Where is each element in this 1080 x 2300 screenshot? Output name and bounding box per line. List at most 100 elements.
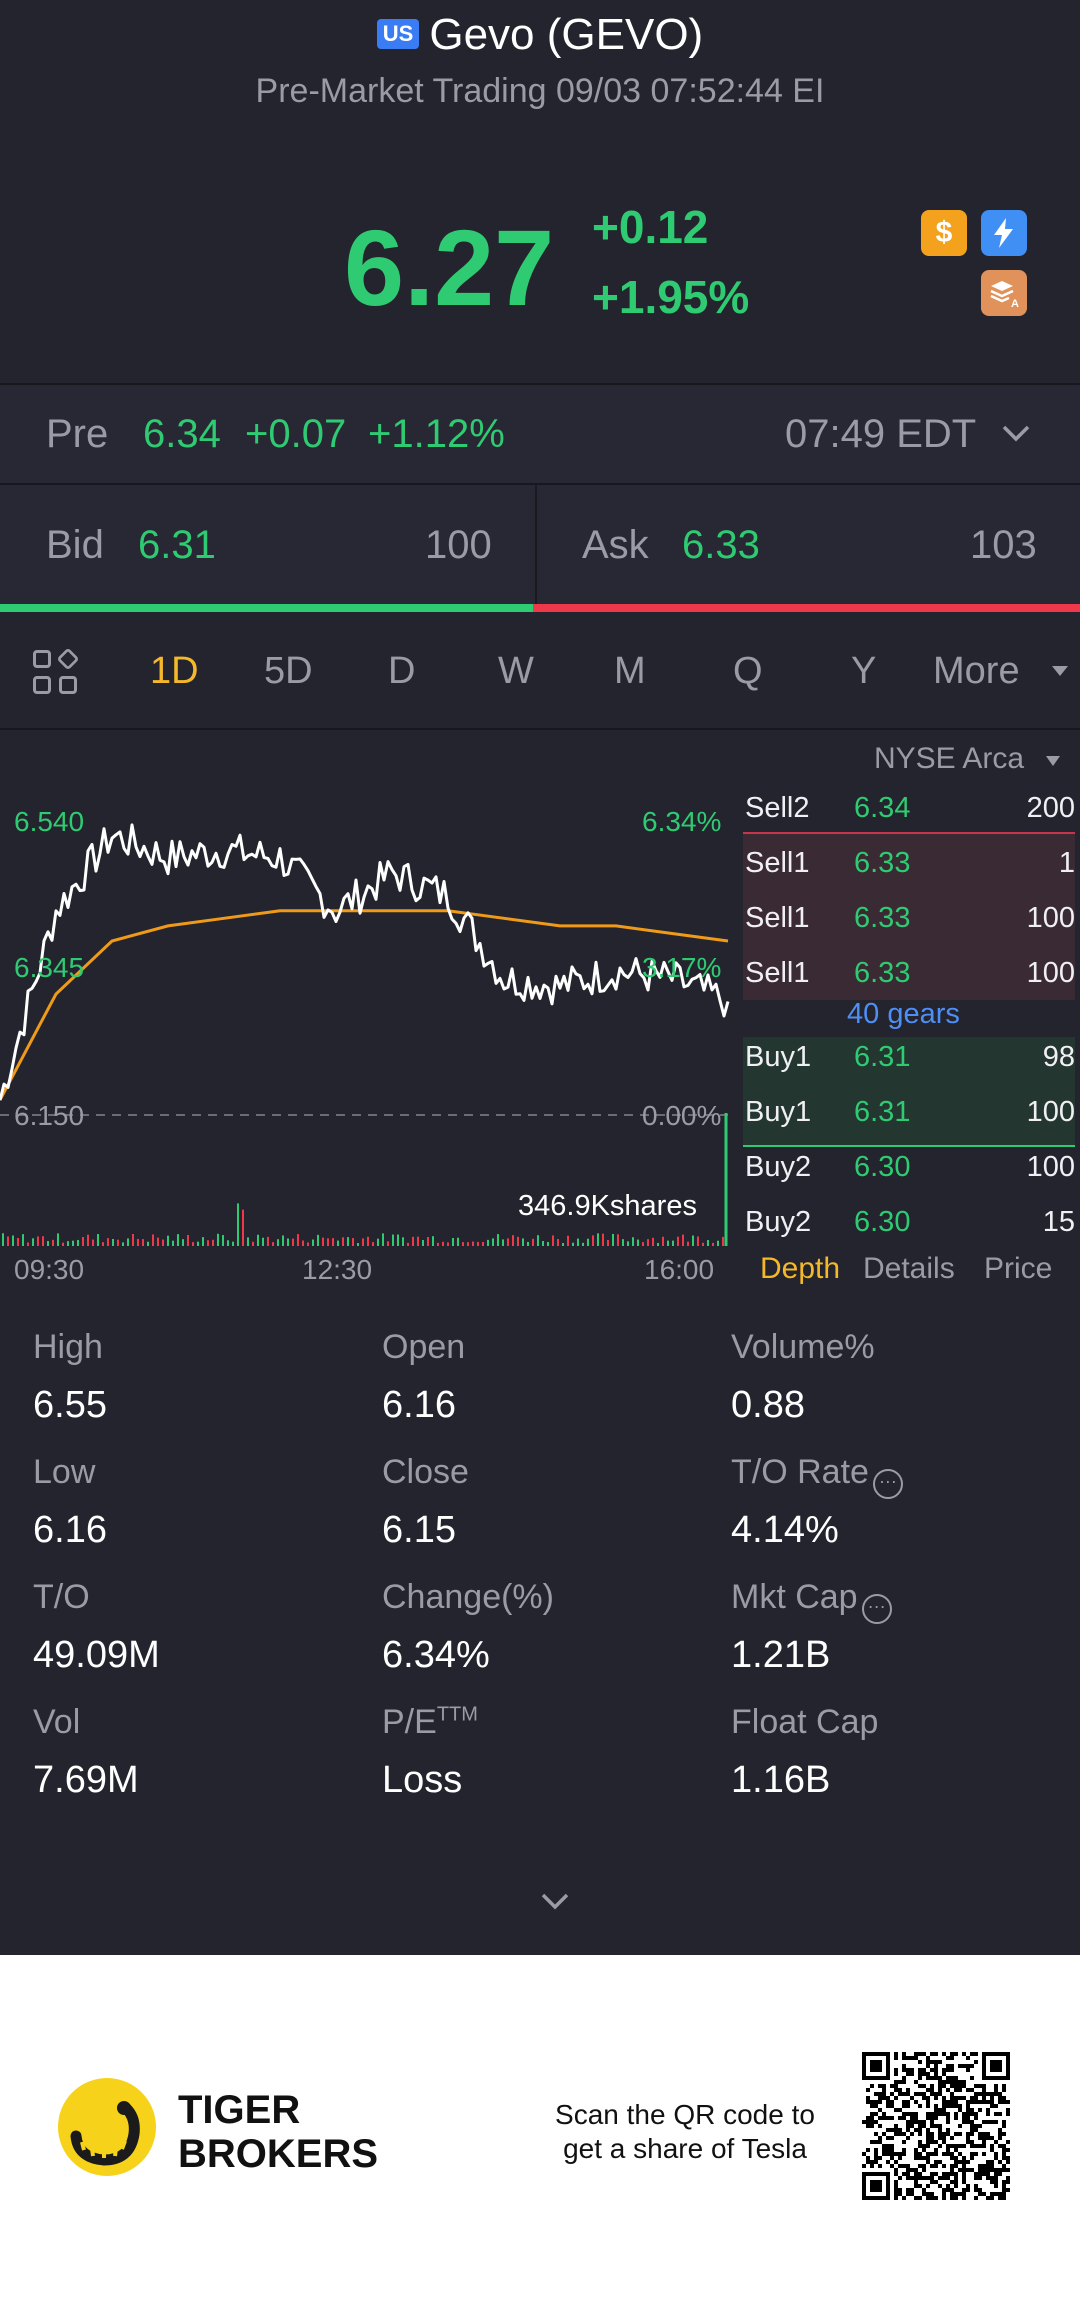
tab-details[interactable]: Details [863, 1252, 955, 1285]
volume-bar [197, 1241, 199, 1246]
volume-bar [152, 1234, 154, 1246]
tab-price[interactable]: Price [984, 1252, 1053, 1285]
pe-superscript: TTM [436, 1703, 478, 1726]
volume-bar [402, 1237, 404, 1246]
info-icon[interactable]: ··· [872, 1469, 903, 1499]
svg-text:A: A [1011, 298, 1019, 310]
volume-bar [297, 1234, 299, 1246]
stat-label-pe: P/ETTM [382, 1703, 478, 1742]
tab-more[interactable]: More [933, 650, 1020, 692]
volume-bar [622, 1239, 624, 1246]
volume-bar [717, 1240, 719, 1246]
tab-depth[interactable]: Depth [760, 1252, 841, 1285]
exchange-selector[interactable]: NYSE Arca [874, 742, 1025, 775]
bid-price: 6.31 [138, 523, 216, 567]
volume-bar [257, 1234, 259, 1246]
tab-5d[interactable]: 5D [264, 650, 313, 692]
qr-code[interactable] [862, 2052, 1010, 2200]
order-price: 6.33 [854, 847, 911, 879]
stat-label-to-rate: T/O Rate ··· [731, 1453, 903, 1499]
volume-bar [442, 1241, 444, 1246]
expand-chevron-icon[interactable] [540, 1886, 570, 1916]
order-book-sell-row: Sell2 6.34 200 [743, 781, 1075, 835]
volume-bar [227, 1240, 229, 1246]
volume-bar [597, 1233, 599, 1246]
stat-label: High [33, 1328, 103, 1366]
volume-bar [557, 1239, 559, 1246]
tab-d[interactable]: D [388, 650, 416, 692]
layout-grid-icon[interactable] [33, 647, 80, 696]
pre-change: +0.07 [245, 412, 347, 456]
stack-icon[interactable]: A [981, 270, 1027, 316]
volume-bar [342, 1237, 344, 1246]
volume-bar [412, 1236, 414, 1246]
volume-bar [627, 1241, 629, 1246]
brand-line: TIGER [178, 2088, 301, 2132]
price-line [0, 823, 730, 1101]
volume-bar [217, 1233, 219, 1246]
triangle-down-icon[interactable] [1050, 664, 1070, 678]
dollar-icon[interactable]: $ [921, 210, 967, 256]
tab-q[interactable]: Q [733, 650, 763, 692]
order-name: Buy2 [745, 1206, 812, 1238]
volume-bar [562, 1242, 564, 1246]
qr-caption: Scan the QR code to get a share of Tesla [540, 2098, 830, 2166]
bid-size: 100 [425, 523, 492, 567]
volume-bar [582, 1242, 584, 1246]
order-name: Sell1 [745, 957, 810, 989]
volume-bar [92, 1239, 94, 1246]
depth-gears-button[interactable]: 40 gears [847, 998, 960, 1030]
volume-bar [497, 1234, 499, 1246]
volume-bar [462, 1242, 464, 1246]
stock-title: US Gevo (GEVO) [0, 10, 1080, 60]
volume-bar [327, 1238, 329, 1246]
last-price: 6.27 [344, 207, 555, 328]
volume-bar [512, 1235, 514, 1246]
triangle-down-icon[interactable] [1044, 754, 1062, 768]
pre-market-row[interactable]: Pre 6.34 +0.07 +1.12% 07:49 EDT [0, 385, 1080, 483]
stat-label-mkt-cap: Mkt Cap ··· [731, 1578, 892, 1624]
stat-label: Mkt Cap [731, 1578, 858, 1616]
tab-1d[interactable]: 1D [150, 650, 199, 692]
tab-m[interactable]: M [614, 650, 646, 692]
divider [0, 383, 1080, 385]
order-qty: 100 [1026, 902, 1075, 934]
stat-label: Low [33, 1453, 96, 1491]
order-book-buy-row: Buy2 6.30 100 [743, 1140, 1075, 1194]
stat-value: 7.69M [33, 1759, 139, 1801]
volume-bar [22, 1234, 24, 1246]
volume-bar [602, 1233, 604, 1246]
lightning-icon[interactable] [981, 210, 1027, 256]
order-qty: 100 [1026, 1151, 1075, 1183]
divider [0, 728, 1080, 730]
volume-bar [12, 1235, 14, 1246]
order-book-buy-row: Buy2 6.30 15 [743, 1195, 1075, 1249]
brand-line: BROKERS [178, 2132, 379, 2176]
ask-size: 103 [970, 523, 1037, 567]
volume-bar [222, 1235, 224, 1246]
intraday-chart[interactable] [0, 728, 740, 1248]
stat-value: Loss [382, 1759, 463, 1801]
info-icon[interactable]: ··· [861, 1594, 892, 1624]
stat-value: 6.34% [382, 1634, 490, 1676]
order-price: 6.31 [854, 1096, 911, 1128]
tab-w[interactable]: W [498, 650, 534, 692]
chevron-down-icon[interactable] [1000, 421, 1032, 445]
volume-bar [382, 1233, 384, 1246]
volume-bar [287, 1238, 289, 1246]
volume-bar [527, 1241, 529, 1246]
volume-bar [177, 1234, 179, 1246]
order-name: Buy2 [745, 1151, 812, 1183]
qr-caption-line: get a share of Tesla [563, 2133, 807, 2164]
bid-label: Bid [46, 523, 104, 567]
buy-separator [743, 1145, 1075, 1147]
volume-bar [357, 1242, 359, 1246]
volume-bar [77, 1239, 79, 1246]
market-badge: US [376, 19, 420, 49]
order-book-buy-highlight [743, 1037, 1075, 1145]
qr-caption-line: Scan the QR code to [555, 2099, 815, 2130]
tab-y[interactable]: Y [851, 650, 877, 692]
volume-bar [112, 1238, 114, 1246]
order-book-buy-row: Buy1 6.31 100 [743, 1085, 1075, 1139]
order-qty: 98 [1042, 1041, 1075, 1073]
